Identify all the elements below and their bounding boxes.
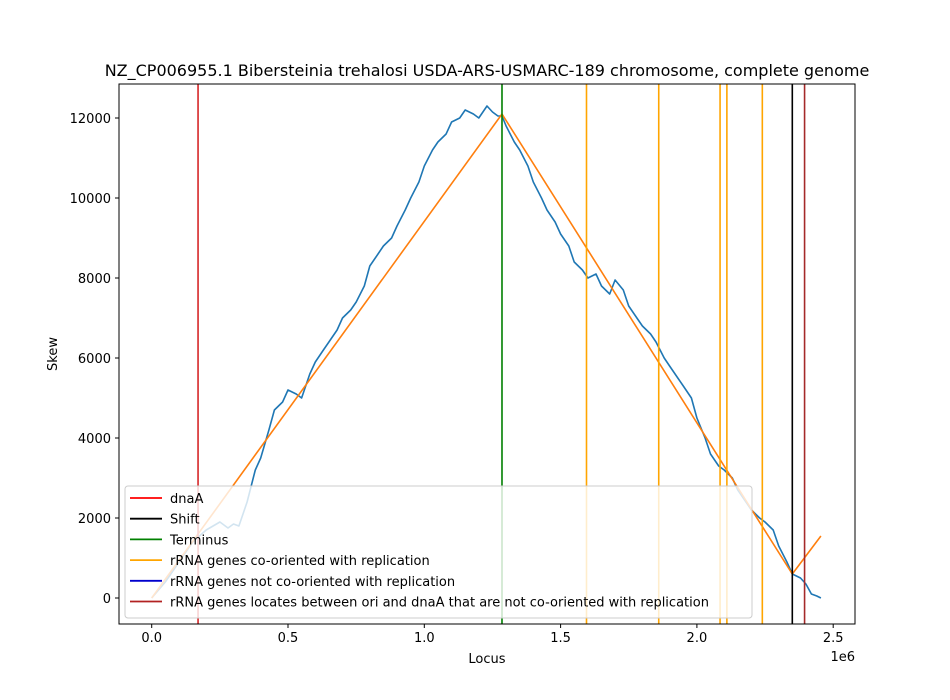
x-tick-label: 2.0 xyxy=(687,631,708,646)
x-tick-label: 1.5 xyxy=(550,631,571,646)
x-axis-label: Locus xyxy=(468,652,505,667)
y-axis-label: Skew xyxy=(46,337,61,371)
series-line-1 xyxy=(151,113,822,599)
legend-label: Terminus xyxy=(169,533,229,548)
y-tick-label: 10000 xyxy=(70,192,111,207)
legend-label: rRNA genes locates between ori and dnaA … xyxy=(170,596,709,611)
x-tick-label: 0.0 xyxy=(141,631,162,646)
legend-items: dnaA Shift Terminus rRNA genes co-oriented … xyxy=(130,492,709,611)
x-axis-ticks: 0.0 0.5 1.0 1.5 2.0 2.5 xyxy=(141,624,844,646)
y-tick-label: 6000 xyxy=(78,352,111,367)
y-tick-label: 12000 xyxy=(70,112,111,127)
legend-label: rRNA genes not co-oriented with replicat… xyxy=(170,575,455,590)
y-tick-label: 2000 xyxy=(78,512,111,527)
y-axis-ticks: 0 2000 4000 6000 8000 10000 12000 xyxy=(70,112,119,607)
chart-title: NZ_CP006955.1 Bibersteinia trehalosi USD… xyxy=(105,61,870,81)
x-tick-label: 0.5 xyxy=(278,631,299,646)
axes-frame xyxy=(118,83,856,625)
x-tick-label: 2.5 xyxy=(823,631,844,646)
x-axis-offset-label: 1e6 xyxy=(830,650,855,665)
legend-box xyxy=(124,485,753,619)
legend-label: Shift xyxy=(170,513,200,528)
y-tick-label: 8000 xyxy=(78,272,111,287)
y-tick-label: 4000 xyxy=(78,432,111,447)
y-tick-label: 0 xyxy=(103,592,111,607)
legend-label: rRNA genes co-oriented with replication xyxy=(170,554,430,569)
x-tick-label: 1.0 xyxy=(414,631,435,646)
legend: dnaA Shift Terminus rRNA genes co-oriented … xyxy=(124,485,753,619)
legend-label: dnaA xyxy=(170,492,203,507)
